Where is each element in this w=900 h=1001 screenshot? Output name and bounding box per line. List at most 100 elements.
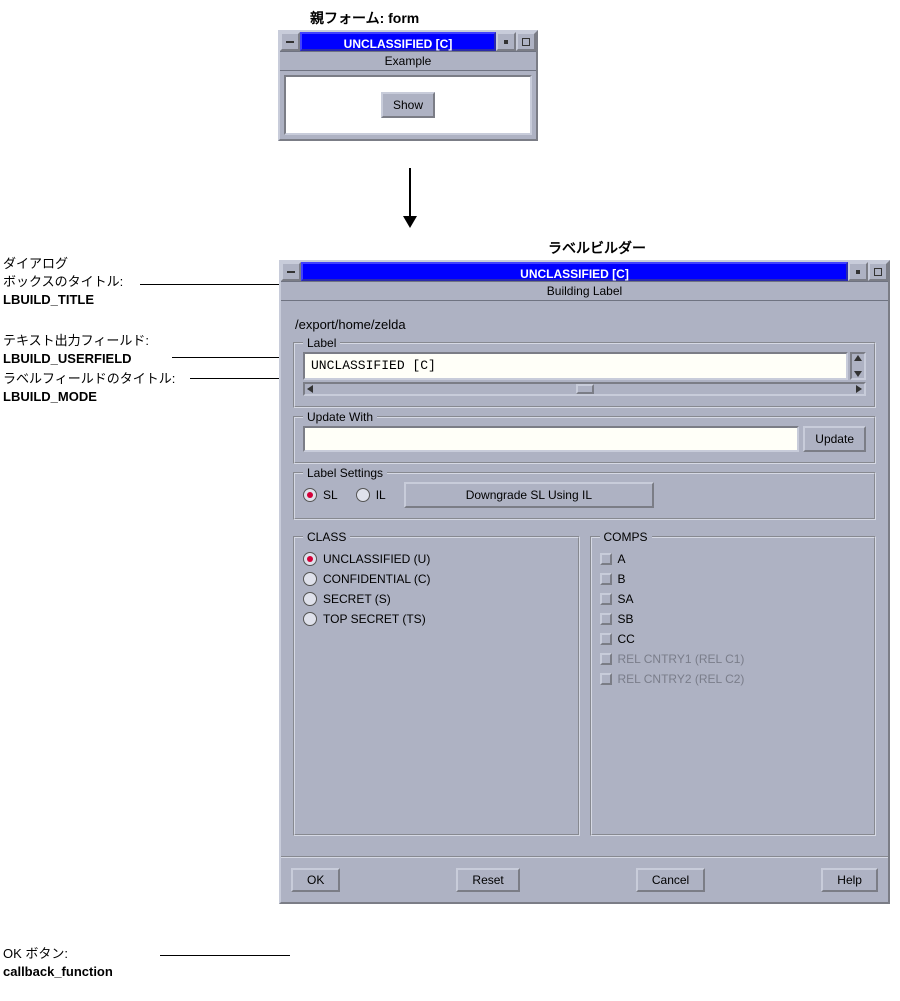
annotation-lbuild-userfield: テキスト出力フィールド: LBUILD_USERFIELD: [3, 332, 149, 368]
chevron-up-icon: [854, 355, 862, 361]
annotation-lbuild-mode: ラベルフィールドのタイトル: LBUILD_MODE: [3, 370, 175, 406]
chevron-left-icon: [307, 385, 313, 393]
settings-option-il[interactable]: IL: [356, 488, 386, 502]
update-with-group: Update With Update: [293, 416, 876, 464]
scroll-thumb: [576, 384, 594, 394]
heading-label-builder: ラベルビルダー: [548, 238, 646, 258]
annotation-lbuild-title-line2: ボックスのタイトル:: [3, 273, 123, 291]
checkbox-icon: [600, 573, 612, 585]
comps-option-label: SB: [618, 612, 634, 626]
downgrade-button[interactable]: Downgrade SL Using IL: [404, 482, 654, 508]
radio-icon: [303, 572, 317, 586]
annotation-lbuild-title-line1: ダイアログ: [3, 255, 123, 273]
userfield-text: /export/home/zelda: [295, 317, 874, 332]
comps-group: COMPS ABSASBCCREL CNTRY1 (REL C1)REL CNT…: [590, 536, 877, 836]
maximize-button[interactable]: [516, 32, 536, 51]
class-options-list: UNCLASSIFIED (U) CONFIDENTIAL (C) SECRET (…: [303, 552, 570, 626]
heading-parent-form-bold: form: [388, 10, 419, 26]
class-option-label: UNCLASSIFIED (U): [323, 552, 430, 566]
radio-icon: [303, 612, 317, 626]
label-builder-dialog: UNCLASSIFIED [C] Building Label /export/…: [279, 260, 890, 904]
annotation-lbuild-userfield-line1: テキスト出力フィールド:: [3, 332, 149, 350]
class-option[interactable]: TOP SECRET (TS): [303, 612, 570, 626]
show-button[interactable]: Show: [381, 92, 435, 118]
parent-form-body: Show: [284, 75, 532, 135]
label-settings-legend: Label Settings: [303, 466, 387, 480]
checkbox-icon: [600, 613, 612, 625]
help-button[interactable]: Help: [821, 868, 878, 892]
class-group-legend: CLASS: [303, 530, 350, 544]
update-with-input[interactable]: [303, 426, 799, 452]
square-icon: [522, 38, 530, 46]
parent-form-titlebar: UNCLASSIFIED [C]: [280, 32, 536, 52]
square-icon: [874, 268, 882, 276]
settings-sl-label: SL: [323, 488, 338, 502]
dash-icon: [287, 271, 295, 273]
dot-icon: [504, 40, 508, 44]
parent-form-title: UNCLASSIFIED [C]: [300, 32, 496, 51]
annotation-ok-bold: callback_function: [3, 963, 113, 981]
heading-parent-form: 親フォーム: form: [310, 8, 419, 28]
minimize-button[interactable]: [848, 262, 868, 281]
label-vertical-scrollbar[interactable]: [850, 352, 866, 380]
annotation-lbuild-mode-line1: ラベルフィールドのタイトル:: [3, 370, 175, 388]
class-option[interactable]: SECRET (S): [303, 592, 570, 606]
comps-option-label: A: [618, 552, 626, 566]
checkbox-icon: [600, 633, 612, 645]
annotation-lbuild-mode-bold: LBUILD_MODE: [3, 388, 175, 406]
chevron-right-icon: [856, 385, 862, 393]
update-row: Update: [303, 426, 866, 452]
comps-option[interactable]: B: [600, 572, 867, 586]
ok-button[interactable]: OK: [291, 868, 340, 892]
comps-options-list: AB SA SB CC REL CNTRY1 (REL C1) REL CNTRY2 (R…: [600, 552, 867, 686]
label-settings-group: Label Settings SL IL Downgrade SL Using …: [293, 472, 876, 520]
class-group: CLASS UNCLASSIFIED (U)CONFIDENTIAL (C)SE…: [293, 536, 580, 836]
comps-option[interactable]: CC: [600, 632, 867, 646]
class-option-label: TOP SECRET (TS): [323, 612, 426, 626]
arrow-shaft: [409, 168, 411, 216]
checkbox-icon: [600, 593, 612, 605]
window-menu-button[interactable]: [280, 32, 300, 51]
comps-option: REL CNTRY1 (REL C1): [600, 652, 867, 666]
annotation-lbuild-title: ダイアログ ボックスのタイトル: LBUILD_TITLE: [3, 255, 123, 310]
annotation-lbuild-userfield-bold: LBUILD_USERFIELD: [3, 350, 149, 368]
comps-option[interactable]: SB: [600, 612, 867, 626]
comps-option[interactable]: SA: [600, 592, 867, 606]
label-field-row: UNCLASSIFIED [C]: [303, 352, 866, 380]
heading-parent-form-prefix: 親フォーム:: [310, 10, 388, 26]
comps-option-label: REL CNTRY1 (REL C1): [618, 652, 745, 666]
class-option[interactable]: CONFIDENTIAL (C): [303, 572, 570, 586]
arrow-down-icon: [403, 216, 417, 228]
radio-icon: [356, 488, 370, 502]
comps-option-label: SA: [618, 592, 634, 606]
label-settings-row: SL IL Downgrade SL Using IL: [303, 482, 866, 508]
dialog-button-bar: OK Reset Cancel Help: [281, 856, 888, 902]
annotation-ok-button: OK ボタン: callback_function: [3, 945, 113, 981]
dialog-subtitle: Building Label: [281, 282, 888, 301]
chevron-down-icon: [854, 371, 862, 377]
update-button[interactable]: Update: [803, 426, 866, 452]
maximize-button[interactable]: [868, 262, 888, 281]
label-group: Label UNCLASSIFIED [C]: [293, 342, 876, 408]
checkbox-icon: [600, 653, 612, 665]
parent-form-window: UNCLASSIFIED [C] Example Show: [278, 30, 538, 141]
minimize-button[interactable]: [496, 32, 516, 51]
cancel-button[interactable]: Cancel: [636, 868, 705, 892]
dialog-content: /export/home/zelda Label UNCLASSIFIED [C…: [281, 301, 888, 850]
label-horizontal-scrollbar[interactable]: [303, 382, 866, 396]
annotation-ok-line1: OK ボタン:: [3, 945, 113, 963]
comps-option[interactable]: A: [600, 552, 867, 566]
comps-option: REL CNTRY2 (REL C2): [600, 672, 867, 686]
comps-option-label: CC: [618, 632, 635, 646]
reset-button[interactable]: Reset: [456, 868, 519, 892]
class-comps-row: CLASS UNCLASSIFIED (U) CONFIDENTIAL (C) SE…: [293, 528, 876, 844]
dialog-classification: UNCLASSIFIED [C]: [301, 262, 848, 281]
annotation-line-ok: [160, 955, 290, 956]
window-menu-button[interactable]: [281, 262, 301, 281]
update-with-legend: Update With: [303, 410, 377, 424]
label-value-field[interactable]: UNCLASSIFIED [C]: [303, 352, 848, 380]
comps-option-label: B: [618, 572, 626, 586]
settings-option-sl[interactable]: SL: [303, 488, 338, 502]
class-option[interactable]: UNCLASSIFIED (U): [303, 552, 570, 566]
dialog-titlebar: UNCLASSIFIED [C]: [281, 262, 888, 282]
